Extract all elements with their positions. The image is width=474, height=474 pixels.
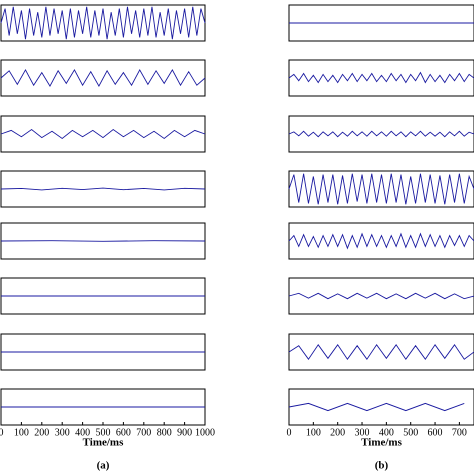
x-axis-label: Time/ms [83, 437, 124, 449]
x-tick-label: 900 [177, 427, 192, 438]
signal-line [0, 187, 206, 191]
signal-line [288, 173, 474, 205]
signal-line [0, 68, 206, 88]
x-tick-label: 500 [96, 427, 111, 438]
signal-line [288, 232, 474, 250]
x-axis-label: Time/ms [361, 437, 402, 449]
x-tick-label: 200 [34, 427, 49, 438]
x-tick-label: 300 [55, 427, 70, 438]
x-tick-label: 300 [355, 427, 370, 438]
panel-frame [288, 59, 474, 97]
x-tick-label: 0 [287, 427, 292, 438]
x-tick-label: 500 [403, 427, 418, 438]
x-tick-label: 100 [14, 427, 29, 438]
x-tick-label: 0 [0, 427, 4, 438]
x-tick-label: 1000 [195, 427, 215, 438]
signal-line [288, 71, 474, 84]
x-tick-label: 600 [428, 427, 443, 438]
x-tick-label: 800 [157, 427, 172, 438]
panel-frame [288, 115, 474, 153]
signal-line [288, 292, 474, 300]
signal-line [0, 128, 206, 140]
x-tick-label: 100 [306, 427, 321, 438]
signal-line [0, 240, 206, 242]
panel-frame [288, 388, 474, 426]
x-tick-label: 400 [379, 427, 394, 438]
signal-line [288, 130, 474, 138]
x-tick-label: 400 [75, 427, 90, 438]
x-tick-label: 700 [136, 427, 151, 438]
panel-frame [288, 222, 474, 260]
signal-line [0, 6, 206, 40]
panel-caption: (b) [375, 460, 389, 472]
x-tick-label: 700 [452, 427, 467, 438]
signal-line [288, 344, 474, 360]
x-tick-label: 200 [330, 427, 345, 438]
panel-frame [0, 115, 206, 153]
x-tick-label: 600 [116, 427, 131, 438]
signal-line [288, 402, 465, 412]
panel-caption: (a) [97, 460, 110, 472]
